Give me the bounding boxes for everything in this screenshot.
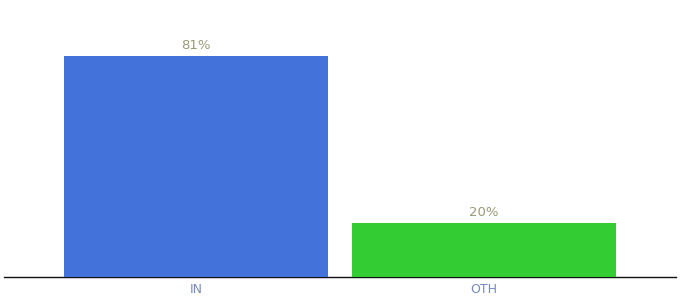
Bar: [352, 223, 616, 277]
Bar: [64, 56, 328, 277]
Text: 81%: 81%: [182, 39, 211, 52]
Text: 20%: 20%: [469, 206, 498, 219]
